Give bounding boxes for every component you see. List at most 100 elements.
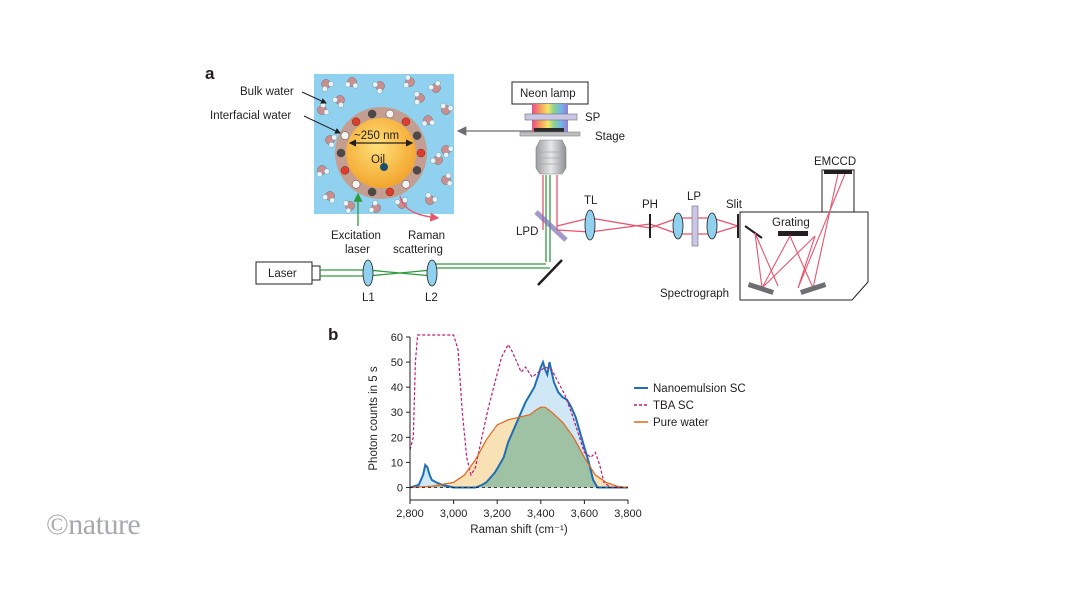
nanoemulsion-inset: ~250 nm Oil xyxy=(314,74,454,214)
interfacial-molecule xyxy=(416,148,426,158)
lp-filter xyxy=(691,205,699,247)
excitation-label-2: laser xyxy=(345,244,370,256)
series-line-nanoemulsion-sc xyxy=(409,359,628,489)
laser-beam xyxy=(367,269,433,277)
surfactant-headgroup xyxy=(380,163,388,171)
water-hydrogen xyxy=(435,80,441,87)
sp-filter xyxy=(524,113,578,121)
oil-label: Oil xyxy=(371,154,385,166)
water-hydrogen xyxy=(429,119,436,126)
water-hydrogen xyxy=(328,141,335,148)
water-hydrogen xyxy=(368,207,375,213)
x-tick-label: 3,000 xyxy=(440,508,468,520)
water-hydrogen xyxy=(324,168,330,175)
ph-label: PH xyxy=(642,199,658,211)
area-overlap xyxy=(410,407,628,488)
legend-label: Pure water xyxy=(653,417,709,429)
raman-label-1: Raman xyxy=(408,230,445,242)
water-hydrogen xyxy=(316,171,323,178)
water-hydrogen xyxy=(403,82,409,88)
y-tick-label: 40 xyxy=(391,382,403,394)
sample-holder xyxy=(534,128,564,132)
series-line-tba-sc xyxy=(409,334,628,489)
sp-label: SP xyxy=(585,112,601,124)
water-hydrogen xyxy=(344,81,351,88)
water-hydrogen xyxy=(338,102,344,108)
red-beam xyxy=(556,229,591,233)
bulk-water-pointer xyxy=(301,91,327,104)
spectrograph-beams xyxy=(754,173,846,290)
chart: 0 10 20 30 40 50 60 2,800 3,000 3,200 3,400 3,600 3,… xyxy=(368,332,746,536)
excitation-label-1: Excitation xyxy=(331,230,381,242)
y-tick-label: 60 xyxy=(391,332,403,344)
interfacial-molecule xyxy=(336,148,346,158)
emccd-sensor xyxy=(824,170,852,174)
panel-a: a ~250 nm Oil Bulk water Interfacial wat… xyxy=(205,64,869,304)
interfacial-water-label: Interfacial water xyxy=(210,110,291,122)
water-hydrogen xyxy=(402,197,408,203)
lpd-dichroic xyxy=(534,210,568,242)
x-axis-label: Raman shift (cm⁻¹) xyxy=(470,524,568,536)
panel-a-letter: a xyxy=(205,64,215,83)
interfacial-molecule xyxy=(340,166,350,175)
water-hydrogen xyxy=(328,81,334,87)
objective-lens xyxy=(535,139,567,175)
red-beam xyxy=(556,217,591,227)
spectrograph-mirror-2 xyxy=(800,282,827,295)
legend-label: Nanoemulsion SC xyxy=(653,383,746,395)
lpd-label: LPD xyxy=(516,226,538,238)
turning-mirror xyxy=(537,259,563,286)
chart-lines xyxy=(409,334,629,489)
interfacial-molecule xyxy=(351,180,361,189)
series-line-pure-water xyxy=(409,406,629,489)
water-hydrogen xyxy=(372,200,378,206)
water-hydrogen xyxy=(440,103,446,109)
interfacial-molecule xyxy=(367,109,377,119)
l1-label: L1 xyxy=(362,292,375,304)
water-hydrogen xyxy=(322,86,328,92)
y-tick-label: 0 xyxy=(397,482,403,494)
water-hydrogen xyxy=(425,192,432,199)
interfacial-molecule xyxy=(340,131,350,140)
water-hydrogen xyxy=(331,134,338,141)
water-hydrogen xyxy=(445,172,452,179)
spectrograph-mirror-in xyxy=(744,225,763,239)
water-hydrogen xyxy=(405,74,411,81)
interfacial-molecules xyxy=(336,109,426,197)
lens-ph-out xyxy=(672,212,684,240)
stage-label: Stage xyxy=(595,131,625,143)
water-hydrogen xyxy=(443,152,449,158)
interfacial-molecule xyxy=(412,166,422,175)
interfacial-water-pointer xyxy=(303,115,341,134)
y-tick-label: 10 xyxy=(391,457,403,469)
y-tick-label: 20 xyxy=(391,432,403,444)
interfacial-molecule xyxy=(385,109,395,119)
interfacial-molecule xyxy=(412,131,422,140)
tl-label: TL xyxy=(584,195,598,207)
interfacial-molecule xyxy=(401,180,411,189)
water-hydrogen xyxy=(432,196,438,203)
lens-slit-in xyxy=(706,212,718,240)
y-tick-label: 30 xyxy=(391,407,403,419)
raman-label-2: scattering xyxy=(393,244,443,256)
size-label: ~250 nm xyxy=(354,130,399,142)
water-hydrogen xyxy=(322,194,328,200)
stage xyxy=(519,131,581,137)
water-hydrogen xyxy=(447,105,454,111)
water-hydrogen xyxy=(332,97,338,103)
x-tick-label: 3,800 xyxy=(614,508,642,520)
lp-label: LP xyxy=(687,191,701,203)
water-hydrogen xyxy=(435,152,442,158)
y-axis-label: Photon counts in 5 s xyxy=(368,366,380,470)
water-hydrogen xyxy=(430,157,436,164)
y-tick-label: 50 xyxy=(391,357,403,369)
water-molecules xyxy=(316,74,454,214)
water-hydrogen xyxy=(320,102,326,108)
water-hydrogen xyxy=(323,109,330,115)
water-hydrogen xyxy=(376,88,383,94)
raman-arrow xyxy=(399,195,440,222)
legend-label: TBA SC xyxy=(653,400,694,412)
water-hydrogen xyxy=(345,207,352,214)
interfacial-molecule xyxy=(401,117,411,126)
